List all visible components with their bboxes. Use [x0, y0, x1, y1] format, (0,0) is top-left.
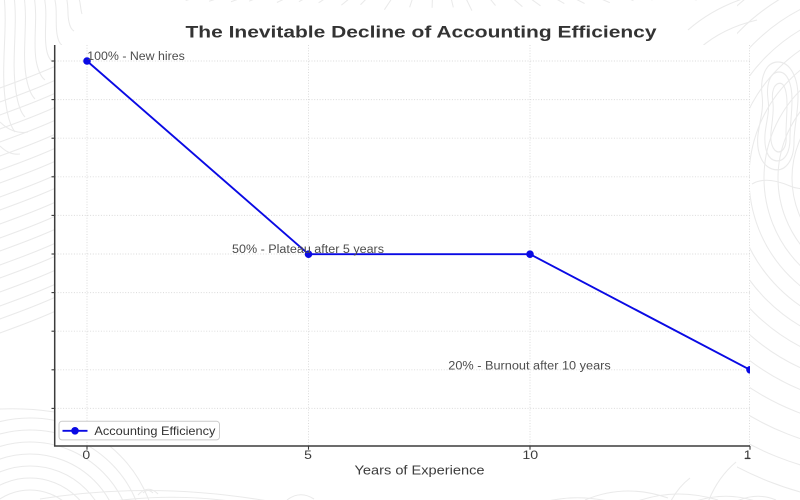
svg-text:5: 5 [304, 450, 312, 462]
svg-text:20% - Burnout after 10 years: 20% - Burnout after 10 years [448, 360, 611, 372]
svg-text:15: 15 [744, 450, 760, 462]
svg-text:10: 10 [522, 450, 538, 462]
svg-text:Years of Experience: Years of Experience [355, 462, 485, 477]
svg-text:Accounting Efficiency: Accounting Efficiency [94, 425, 215, 438]
svg-text:The Inevitable Decline of Acco: The Inevitable Decline of Accounting Eff… [186, 23, 658, 42]
svg-text:100% - New hires: 100% - New hires [87, 51, 185, 63]
svg-text:0: 0 [82, 450, 90, 462]
svg-text:50% - Plateau after 5 years: 50% - Plateau after 5 years [232, 244, 384, 256]
